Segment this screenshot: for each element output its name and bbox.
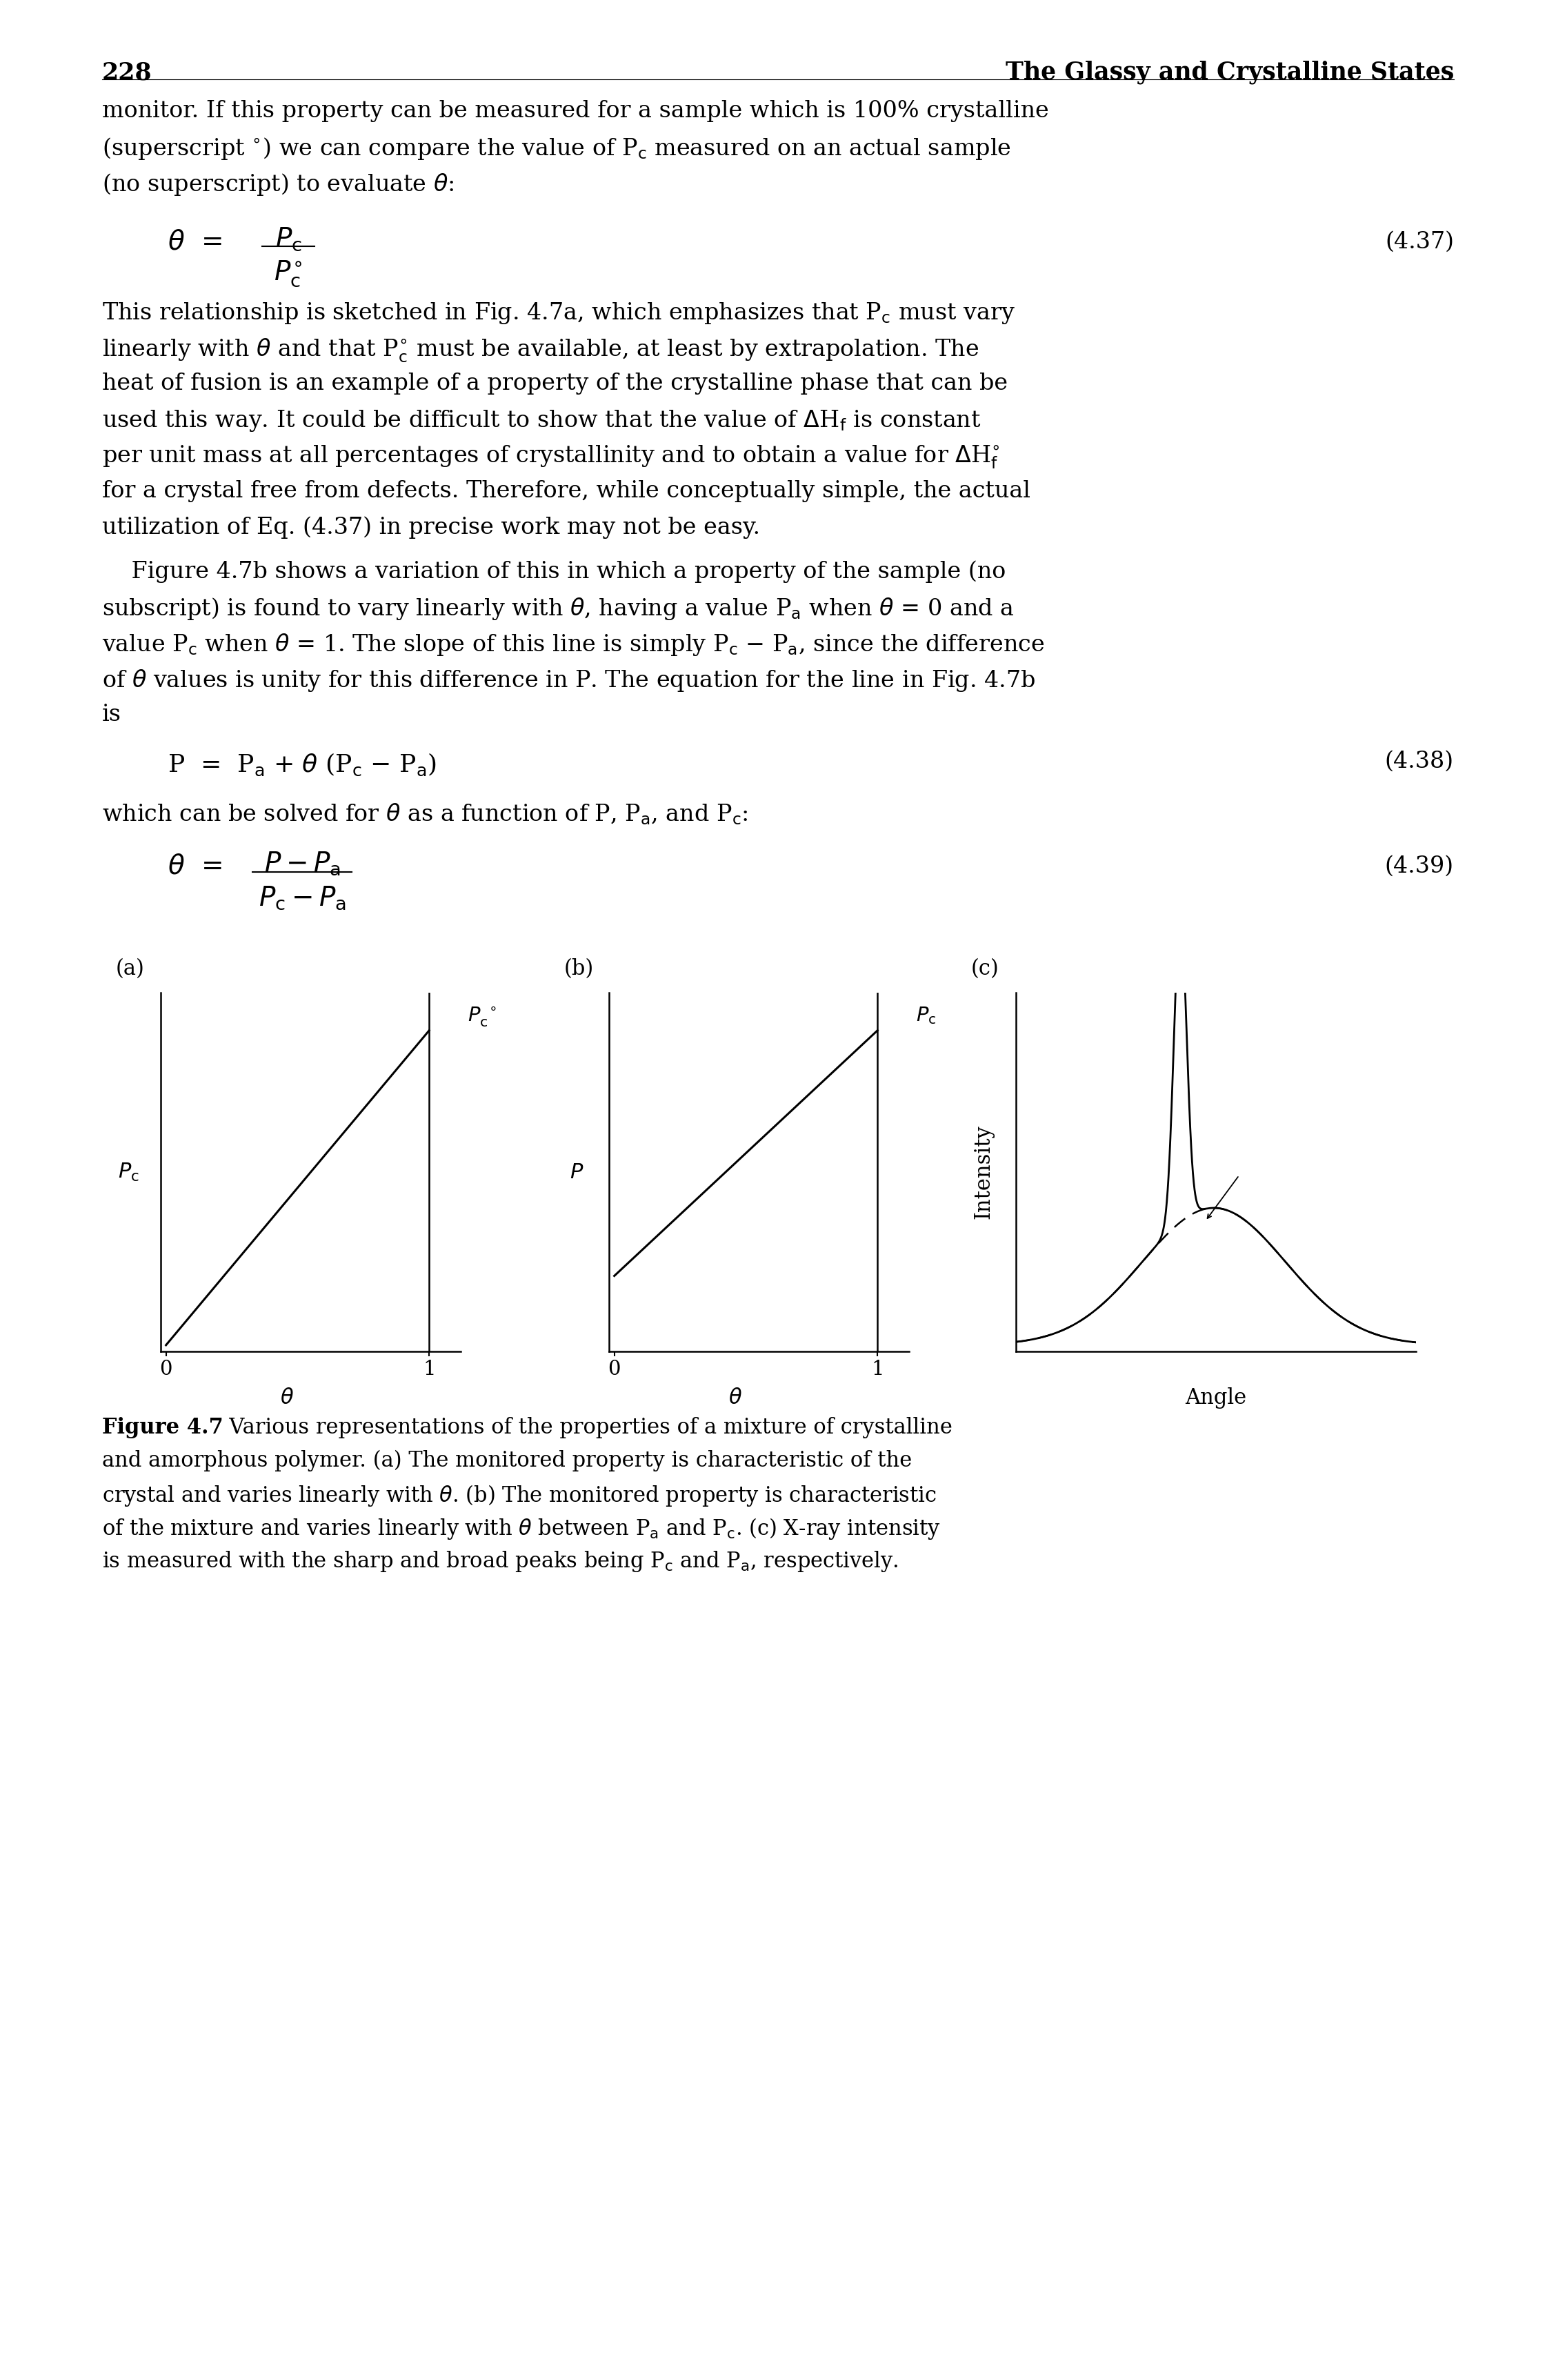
Text: used this way. It could be difficult to show that the value of $\Delta$H$_{\rm f: used this way. It could be difficult to …: [103, 409, 982, 433]
Text: (no superscript) to evaluate $\theta$:: (no superscript) to evaluate $\theta$:: [103, 171, 454, 198]
Text: This relationship is sketched in Fig. 4.7a, which emphasizes that P$_{\rm c}$ mu: This relationship is sketched in Fig. 4.…: [103, 300, 1015, 326]
Text: $P_{\rm a}$: $P_{\rm a}$: [612, 1278, 632, 1299]
Text: heat of fusion is an example of a property of the crystalline phase that can be: heat of fusion is an example of a proper…: [103, 374, 1008, 395]
Text: $P - P_{\rm a}$: $P - P_{\rm a}$: [265, 850, 341, 876]
Text: (4.38): (4.38): [1385, 750, 1453, 774]
Text: $P_{\rm c}$: $P_{\rm c}$: [275, 226, 302, 252]
Text: The Glassy and Crystalline States: The Glassy and Crystalline States: [1005, 62, 1453, 86]
Text: $P_{\rm c}^{\circ}$: $P_{\rm c}^{\circ}$: [274, 259, 302, 288]
Text: Intensity: Intensity: [972, 1126, 994, 1219]
Text: per unit mass at all percentages of crystallinity and to obtain a value for $\De: per unit mass at all percentages of crys…: [103, 445, 1001, 471]
Text: Angle: Angle: [1186, 1388, 1246, 1409]
Text: $P_{\rm c}$: $P_{\rm c}$: [118, 1161, 138, 1183]
Text: of $\theta$ values is unity for this difference in P. The equation for the line : of $\theta$ values is unity for this dif…: [103, 669, 1036, 693]
Text: for a crystal free from defects. Therefore, while conceptually simple, the actua: for a crystal free from defects. Therefo…: [103, 481, 1030, 502]
Text: which can be solved for $\theta$ as a function of P, P$_{\rm a}$, and P$_{\rm c}: which can be solved for $\theta$ as a fu…: [103, 802, 748, 826]
Text: $P$: $P$: [569, 1161, 584, 1183]
Text: Various representations of the properties of a mixture of crystalline: Various representations of the propertie…: [209, 1416, 952, 1438]
Text: is: is: [103, 704, 121, 726]
Text: (4.39): (4.39): [1385, 854, 1453, 878]
Text: $\theta$: $\theta$: [280, 1388, 294, 1409]
Text: utilization of Eq. (4.37) in precise work may not be easy.: utilization of Eq. (4.37) in precise wor…: [103, 516, 761, 538]
Text: value P$_{\rm c}$ when $\theta$ = 1. The slope of this line is simply P$_{\rm c}: value P$_{\rm c}$ when $\theta$ = 1. The…: [103, 633, 1044, 657]
Text: 228: 228: [103, 62, 152, 83]
Text: subscript) is found to vary linearly with $\theta$, having a value P$_{\rm a}$ w: subscript) is found to vary linearly wit…: [103, 595, 1015, 621]
Text: linearly with $\theta$ and that P$_{\rm c}^{\circ}$ must be available, at least : linearly with $\theta$ and that P$_{\rm …: [103, 336, 979, 364]
Text: (superscript $^{\circ}$) we can compare the value of P$_{\rm c}$ measured on an : (superscript $^{\circ}$) we can compare …: [103, 136, 1011, 162]
Text: of the mixture and varies linearly with $\theta$ between P$_{\rm a}$ and P$_{\rm: of the mixture and varies linearly with …: [103, 1516, 941, 1542]
Text: $P_{\rm c}^{\ \circ}$: $P_{\rm c}^{\ \circ}$: [468, 1004, 496, 1028]
Text: $\theta$: $\theta$: [728, 1388, 742, 1409]
Text: $P_{\rm c} - P_{\rm a}$: $P_{\rm c} - P_{\rm a}$: [258, 885, 345, 912]
Text: crystal and varies linearly with $\theta$. (b) The monitored property is charact: crystal and varies linearly with $\theta…: [103, 1483, 937, 1509]
Text: (c): (c): [971, 959, 999, 981]
Text: (4.37): (4.37): [1385, 231, 1453, 252]
Text: is measured with the sharp and broad peaks being P$_{\rm c}$ and P$_{\rm a}$, re: is measured with the sharp and broad pea…: [103, 1549, 899, 1573]
Text: (a): (a): [115, 959, 145, 981]
Text: $P_{\rm c}$: $P_{\rm c}$: [916, 1004, 937, 1026]
Text: monitor. If this property can be measured for a sample which is 100% crystalline: monitor. If this property can be measure…: [103, 100, 1049, 121]
Text: Figure 4.7b shows a variation of this in which a property of the sample (no: Figure 4.7b shows a variation of this in…: [103, 559, 1005, 583]
Text: and amorphous polymer. (a) The monitored property is characteristic of the: and amorphous polymer. (a) The monitored…: [103, 1449, 912, 1471]
Text: (b): (b): [565, 959, 594, 981]
Text: $\theta$  =: $\theta$ =: [168, 854, 223, 878]
Text: P  =  P$_{\rm a}$ + $\theta$ (P$_{\rm c}$ $-$ P$_{\rm a}$): P = P$_{\rm a}$ + $\theta$ (P$_{\rm c}$ …: [168, 752, 436, 778]
Text: $\theta$  =: $\theta$ =: [168, 228, 223, 255]
Text: Figure 4.7: Figure 4.7: [103, 1416, 224, 1438]
